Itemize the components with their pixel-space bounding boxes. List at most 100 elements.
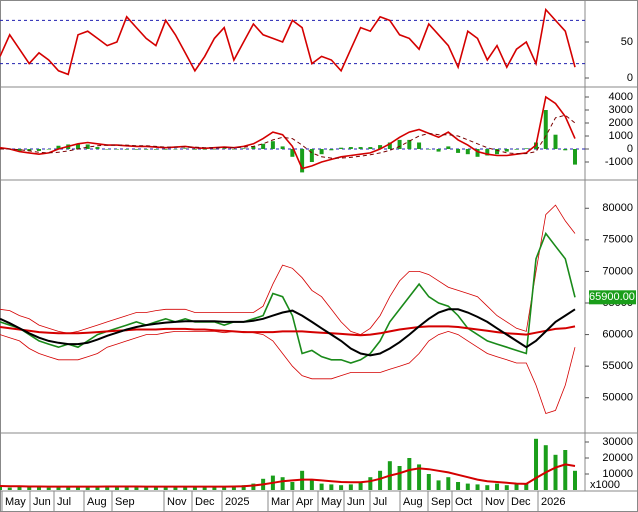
bar bbox=[397, 466, 402, 490]
bar bbox=[105, 485, 110, 490]
bar bbox=[407, 458, 412, 490]
bar bbox=[534, 438, 539, 490]
y-tick-label: 55000 bbox=[602, 360, 633, 372]
bar bbox=[251, 146, 256, 149]
y-tick-label: 4000 bbox=[609, 91, 633, 103]
y-tick-label: 50 bbox=[621, 36, 633, 48]
x-tick-label: Aug bbox=[403, 496, 423, 508]
bar bbox=[56, 145, 61, 149]
bar bbox=[456, 482, 461, 490]
last-price-box bbox=[589, 290, 636, 305]
series-line bbox=[0, 463, 576, 488]
bar bbox=[504, 485, 509, 490]
bar bbox=[75, 487, 80, 490]
bar bbox=[319, 483, 324, 490]
x-tick-label: Aug bbox=[87, 496, 107, 508]
series-line bbox=[0, 308, 576, 357]
y-tick-label: 0 bbox=[627, 143, 633, 155]
y-tick-label: 2000 bbox=[609, 117, 633, 129]
bar bbox=[339, 147, 344, 149]
bar bbox=[387, 142, 392, 149]
bar bbox=[280, 477, 285, 490]
bar bbox=[46, 487, 51, 490]
bar bbox=[85, 144, 90, 149]
bar bbox=[524, 483, 529, 490]
bar bbox=[348, 147, 353, 149]
bar bbox=[124, 486, 129, 490]
bar bbox=[514, 149, 519, 150]
bar bbox=[348, 484, 353, 490]
bar bbox=[397, 139, 402, 149]
x-tick-label: Jul bbox=[373, 496, 387, 508]
y-tick-label: 80000 bbox=[602, 202, 633, 214]
bar bbox=[95, 486, 100, 490]
bar bbox=[202, 149, 207, 150]
series-line bbox=[0, 204, 576, 336]
x-tick-label: Oct bbox=[455, 496, 472, 508]
bar bbox=[0, 486, 2, 490]
bar bbox=[300, 149, 305, 173]
x-tick-label: 2025 bbox=[225, 496, 249, 508]
bar bbox=[309, 149, 314, 162]
bar bbox=[36, 149, 41, 151]
bar bbox=[114, 149, 119, 150]
bar bbox=[475, 484, 480, 490]
bar bbox=[183, 487, 188, 490]
x-tick-label: Jun bbox=[33, 496, 51, 508]
bar bbox=[456, 149, 461, 153]
y-tick-label: 1000 bbox=[609, 130, 633, 142]
bar bbox=[290, 149, 295, 157]
x-tick-label: Dec bbox=[195, 496, 215, 508]
bar bbox=[153, 486, 158, 490]
series-line bbox=[0, 7, 576, 76]
bar bbox=[495, 483, 500, 490]
bar bbox=[251, 483, 256, 490]
bar bbox=[212, 487, 217, 490]
bar bbox=[290, 482, 295, 490]
y-tick-label: 70000 bbox=[602, 265, 633, 277]
y-tick-label: 3000 bbox=[609, 104, 633, 116]
bar bbox=[485, 485, 490, 490]
bar bbox=[280, 146, 285, 149]
y-tick-label: 30000 bbox=[602, 436, 633, 448]
bar bbox=[134, 486, 139, 490]
bar bbox=[163, 486, 168, 490]
bar bbox=[543, 445, 548, 490]
bar bbox=[173, 149, 178, 150]
y-tick-label: 60000 bbox=[602, 328, 633, 340]
bar bbox=[212, 149, 217, 150]
bar bbox=[358, 482, 363, 490]
bar bbox=[231, 149, 236, 150]
bar bbox=[563, 149, 568, 151]
bar bbox=[475, 149, 480, 157]
bar bbox=[144, 149, 149, 150]
bar bbox=[485, 149, 490, 156]
bar bbox=[56, 486, 61, 490]
x-tick-label: Apr bbox=[296, 496, 313, 508]
y-tick-label: 20000 bbox=[602, 452, 633, 464]
last-price-label: 65900.00 bbox=[589, 291, 635, 303]
bar bbox=[563, 450, 568, 490]
x-tick-label: Nov bbox=[485, 496, 505, 508]
bar bbox=[222, 486, 227, 490]
x-tick-label: Jun bbox=[347, 496, 365, 508]
bar bbox=[134, 149, 139, 150]
bar bbox=[417, 142, 422, 149]
x-tick-label: May bbox=[5, 496, 26, 508]
bar bbox=[417, 464, 422, 490]
bar bbox=[241, 148, 246, 149]
bar bbox=[241, 485, 246, 490]
bar bbox=[202, 486, 207, 490]
bar bbox=[46, 149, 51, 150]
bar bbox=[270, 141, 275, 149]
y-tick-label: 75000 bbox=[602, 234, 633, 246]
bar bbox=[426, 149, 431, 150]
bar bbox=[329, 484, 334, 490]
series-line bbox=[0, 114, 576, 159]
bar bbox=[66, 486, 71, 490]
bar bbox=[183, 148, 188, 149]
bar bbox=[105, 149, 110, 150]
x-tick-label: Sep bbox=[115, 496, 135, 508]
bar bbox=[36, 486, 41, 490]
